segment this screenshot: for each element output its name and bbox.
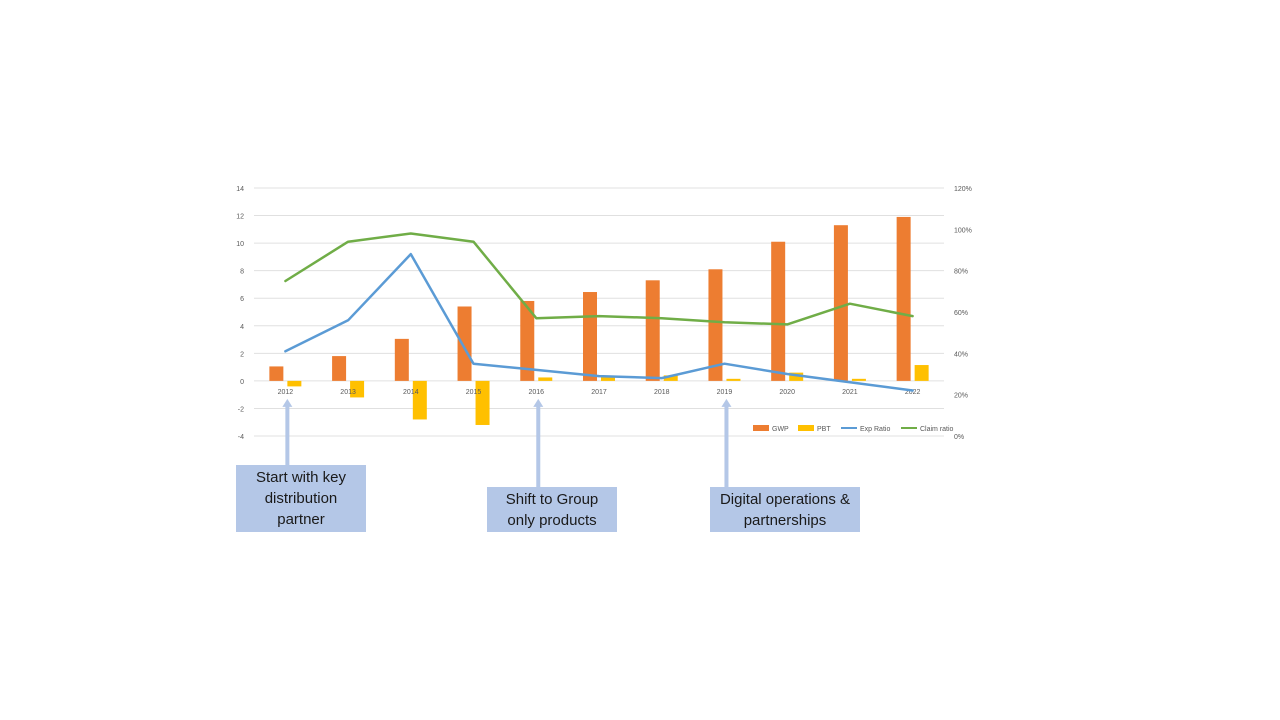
left-tick-label: 4 xyxy=(240,324,244,331)
annotation-callout-digital: Digital operations & partnerships xyxy=(710,487,860,532)
x-tick-label: 2016 xyxy=(528,389,544,396)
left-tick-label: 0 xyxy=(240,379,244,386)
gwp-bar xyxy=(457,306,472,381)
pbt-bar xyxy=(287,380,302,387)
left-tick-label: 6 xyxy=(240,296,244,303)
right-tick-label: 100% xyxy=(954,227,972,234)
x-axis-ticks: 2012 2013 2014 2015 2016 2017 2018 2019 2020 2021… xyxy=(278,389,921,396)
legend-swatch xyxy=(798,425,814,431)
gwp-bar xyxy=(645,280,660,381)
annotation-arrow-head xyxy=(721,398,732,407)
gwp-bar xyxy=(896,216,911,381)
annotation-arrows xyxy=(282,398,732,487)
x-tick-label: 2020 xyxy=(779,389,795,396)
left-tick-label: 12 xyxy=(236,214,244,221)
callout-line: only products xyxy=(507,511,597,529)
right-tick-label: 60% xyxy=(954,310,968,317)
pbt-bar xyxy=(789,372,804,381)
callout-line: Shift to Group xyxy=(505,490,599,508)
callout-line: partner xyxy=(277,511,325,528)
pbt-bar xyxy=(538,377,553,381)
gwp-bar xyxy=(583,292,597,381)
callout-line: Start with key xyxy=(255,469,347,486)
annotation-arrow-head xyxy=(282,398,293,407)
callout-line: Digital operations & xyxy=(719,490,851,508)
x-tick-label: 2015 xyxy=(466,389,482,396)
right-tick-label: 0% xyxy=(954,434,964,441)
annotation-arrow-shaft xyxy=(285,404,290,465)
gwp-bar xyxy=(394,338,409,381)
annotation-callout-start: Start with key distribution partner xyxy=(236,465,366,532)
annotation-arrow-shaft xyxy=(536,404,541,487)
annotation-arrow-head xyxy=(533,398,544,407)
x-tick-label: 2019 xyxy=(717,389,733,396)
exp-ratio-line xyxy=(284,252,914,392)
x-tick-label: 2021 xyxy=(842,389,858,396)
gwp-bar xyxy=(520,300,535,381)
x-tick-label: 2022 xyxy=(905,389,921,396)
right-axis-ticks: 0% 20% 40% 60% 80% 100% 120% xyxy=(954,186,972,441)
x-tick-label: 2013 xyxy=(340,389,356,396)
pbt-bar xyxy=(475,380,490,425)
x-tick-label: 2014 xyxy=(403,389,419,396)
callout-line: distribution xyxy=(264,490,338,507)
pbt-bar xyxy=(350,380,365,398)
left-tick-label: 10 xyxy=(236,241,244,248)
gwp-bar xyxy=(771,241,786,381)
legend-label: Claim ratio xyxy=(920,426,954,433)
gwp-bar xyxy=(269,366,284,381)
claim-ratio-line xyxy=(284,232,914,326)
pbt-bar xyxy=(663,375,678,381)
left-tick-label: 8 xyxy=(240,269,244,276)
x-tick-label: 2012 xyxy=(278,389,294,396)
left-tick-label: 14 xyxy=(236,186,244,193)
pbt-bar xyxy=(601,376,615,381)
legend-label: GWP xyxy=(772,426,789,433)
left-axis-ticks: -4 -2 0 2 4 6 8 10 12 14 xyxy=(236,186,244,441)
right-tick-label: 20% xyxy=(954,393,968,400)
left-tick-label: -2 xyxy=(238,406,244,413)
legend: GWP PBT Exp Ratio Claim ratio xyxy=(753,425,954,433)
right-tick-label: 120% xyxy=(954,186,972,193)
legend-swatch xyxy=(753,425,769,431)
pbt-bar xyxy=(726,378,741,381)
annotation-arrow-shaft xyxy=(724,404,729,487)
right-tick-label: 40% xyxy=(954,351,968,358)
pbt-bar xyxy=(851,378,866,381)
annotation-callout-shift: Shift to Group only products xyxy=(487,487,617,532)
gwp-bar xyxy=(332,356,347,381)
series-lines xyxy=(284,232,914,392)
gwp-bar xyxy=(833,225,848,381)
pbt-bar xyxy=(914,365,929,381)
callout-line: partnerships xyxy=(743,511,827,529)
x-tick-label: 2017 xyxy=(591,389,607,396)
left-tick-label: 2 xyxy=(240,351,244,358)
gwp-bar xyxy=(708,269,723,381)
bars xyxy=(269,216,929,425)
right-tick-label: 80% xyxy=(954,269,968,276)
x-tick-label: 2018 xyxy=(654,389,670,396)
legend-label: PBT xyxy=(817,426,831,433)
left-tick-label: -4 xyxy=(238,434,244,441)
legend-label: Exp Ratio xyxy=(860,426,890,433)
pbt-bar xyxy=(412,380,427,420)
